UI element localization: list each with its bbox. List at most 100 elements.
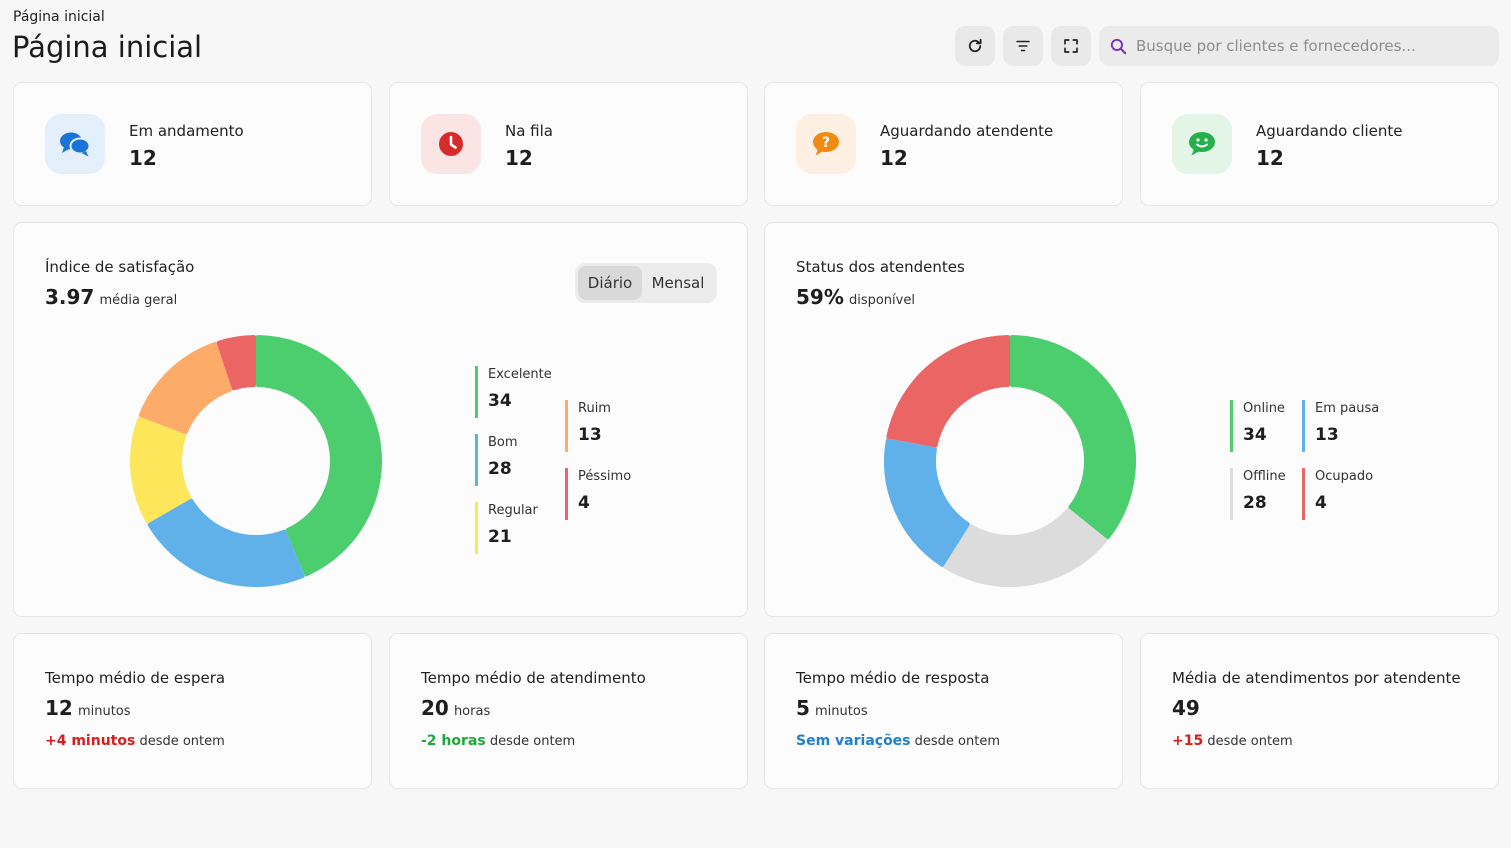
legend-value: 34 bbox=[488, 391, 512, 411]
smile-bubble-icon bbox=[1189, 132, 1215, 156]
stat-icon-wrapper bbox=[1172, 114, 1232, 174]
satisfaction-value: 3.97 bbox=[45, 285, 95, 309]
attendants-card: Status dos atendentes 59% disponível Onl… bbox=[764, 222, 1499, 617]
toggle-diario[interactable]: Diário bbox=[578, 266, 642, 300]
stat-icon-wrapper: ? bbox=[796, 114, 856, 174]
stat-card-na-fila[interactable]: Na fila 12 bbox=[389, 82, 748, 206]
stat-card-aguardando-cliente[interactable]: Aguardando cliente 12 bbox=[1140, 82, 1499, 206]
kpi-card-tempo-espera: Tempo médio de espera 12 minutos +4 minu… bbox=[13, 633, 372, 789]
search-box[interactable] bbox=[1099, 26, 1499, 66]
stat-card-aguardando-atendente[interactable]: ? Aguardando atendente 12 bbox=[764, 82, 1123, 206]
legend-value: 13 bbox=[578, 425, 602, 445]
kpi-delta: +15 bbox=[1172, 733, 1204, 749]
satisfaction-card: Índice de satisfação 3.97 média geral Di… bbox=[13, 222, 748, 617]
kpi-change: +4 minutos desde ontem bbox=[45, 733, 225, 749]
legend-item-ruim: Ruim 13 bbox=[565, 400, 611, 452]
kpi-delta-suffix: desde ontem bbox=[489, 734, 576, 749]
legend-label: Péssimo bbox=[578, 469, 632, 484]
legend-label: Ruim bbox=[578, 401, 611, 416]
toggle-mensal[interactable]: Mensal bbox=[651, 274, 705, 292]
kpi-number: 20 bbox=[421, 696, 449, 720]
kpi-delta: -2 horas bbox=[421, 733, 486, 749]
kpi-number: 49 bbox=[1172, 696, 1200, 720]
legend-label: Bom bbox=[488, 435, 518, 450]
clock-icon bbox=[439, 132, 463, 156]
fullscreen-button[interactable] bbox=[1051, 26, 1091, 66]
legend-value: 4 bbox=[1315, 493, 1327, 513]
legend-item-online: Online 34 bbox=[1230, 400, 1285, 452]
legend-value: 34 bbox=[1243, 425, 1267, 445]
donut-slice-ruim bbox=[138, 342, 233, 435]
stat-label: Aguardando cliente bbox=[1256, 122, 1403, 140]
breadcrumb[interactable]: Página inicial bbox=[13, 9, 105, 25]
kpi-card-tempo-resposta: Tempo médio de resposta 5 minutos Sem va… bbox=[764, 633, 1123, 789]
stat-icon-wrapper bbox=[421, 114, 481, 174]
attendants-donut-chart bbox=[884, 335, 1136, 587]
kpi-unit: horas bbox=[453, 704, 491, 719]
legend-value: 4 bbox=[578, 493, 590, 513]
period-toggle[interactable]: Diário Mensal bbox=[575, 263, 717, 303]
legend-label: Regular bbox=[488, 503, 538, 518]
kpi-change: Sem variações desde ontem bbox=[796, 733, 1000, 749]
filter-button[interactable] bbox=[1003, 26, 1043, 66]
donut-slice-bom bbox=[147, 498, 305, 587]
donut-slice-em-pausa bbox=[884, 438, 970, 567]
legend-item-bom: Bom 28 bbox=[475, 434, 518, 486]
kpi-card-tempo-atendimento: Tempo médio de atendimento 20 horas -2 h… bbox=[389, 633, 748, 789]
kpi-number: 5 bbox=[796, 696, 810, 720]
kpi-value: 12 minutos bbox=[45, 696, 131, 720]
attendants-title: Status dos atendentes bbox=[796, 258, 965, 276]
kpi-change: +15 desde ontem bbox=[1172, 733, 1293, 749]
legend-item-em-pausa: Em pausa 13 bbox=[1302, 400, 1379, 452]
refresh-icon bbox=[968, 38, 982, 53]
stat-label: Em andamento bbox=[129, 122, 244, 140]
stat-icon-wrapper bbox=[45, 114, 105, 174]
search-icon bbox=[1110, 38, 1127, 54]
stat-value: 12 bbox=[1256, 146, 1284, 170]
kpi-value: 49 bbox=[1172, 696, 1200, 720]
kpi-delta-suffix: desde ontem bbox=[914, 734, 1001, 749]
search-input[interactable] bbox=[1136, 37, 1486, 55]
kpi-delta: +4 minutos bbox=[45, 733, 136, 749]
kpi-unit: minutos bbox=[815, 704, 868, 719]
attendants-unit: disponível bbox=[848, 293, 915, 308]
legend-item-ocupado: Ocupado 4 bbox=[1302, 468, 1373, 520]
kpi-title: Tempo médio de atendimento bbox=[421, 669, 646, 687]
legend-item-offline: Offline 28 bbox=[1230, 468, 1286, 520]
satisfaction-title: Índice de satisfação bbox=[45, 258, 195, 276]
donut-slice-offline bbox=[943, 508, 1108, 587]
fullscreen-icon bbox=[1064, 39, 1078, 53]
stat-label: Aguardando atendente bbox=[880, 122, 1054, 140]
satisfaction-donut-chart bbox=[130, 335, 382, 587]
kpi-delta: Sem variações bbox=[796, 733, 911, 749]
question-bubble-icon: ? bbox=[813, 132, 839, 156]
legend-item-pessimo: Péssimo 4 bbox=[565, 468, 631, 520]
attendants-value: 59% bbox=[796, 285, 844, 309]
legend-label: Online bbox=[1243, 401, 1285, 416]
legend-value: 21 bbox=[488, 527, 512, 547]
legend-label: Em pausa bbox=[1315, 401, 1380, 416]
refresh-button[interactable] bbox=[955, 26, 995, 66]
legend-value: 28 bbox=[488, 459, 512, 479]
page-title: Página inicial bbox=[12, 30, 203, 64]
svg-text:?: ? bbox=[822, 135, 830, 151]
stat-card-em-andamento[interactable]: Em andamento 12 bbox=[13, 82, 372, 206]
satisfaction-unit: média geral bbox=[99, 293, 178, 308]
kpi-value: 5 minutos bbox=[796, 696, 868, 720]
legend-item-excelente: Excelente 34 bbox=[475, 366, 552, 418]
legend-label: Excelente bbox=[488, 367, 552, 382]
donut-slice-excelente bbox=[256, 335, 382, 577]
stat-value: 12 bbox=[505, 146, 533, 170]
donut-slice-ocupado bbox=[886, 335, 1010, 448]
kpi-title: Tempo médio de resposta bbox=[796, 669, 990, 687]
stat-value: 12 bbox=[880, 146, 908, 170]
satisfaction-metric: 3.97 média geral bbox=[45, 285, 177, 309]
kpi-delta-suffix: desde ontem bbox=[1207, 734, 1293, 749]
filter-icon bbox=[1016, 40, 1030, 52]
legend-label: Offline bbox=[1243, 469, 1286, 484]
attendants-metric: 59% disponível bbox=[796, 285, 915, 309]
kpi-delta-suffix: desde ontem bbox=[139, 734, 225, 749]
legend-value: 13 bbox=[1315, 425, 1339, 445]
kpi-value: 20 horas bbox=[421, 696, 490, 720]
legend-label: Ocupado bbox=[1315, 469, 1374, 484]
